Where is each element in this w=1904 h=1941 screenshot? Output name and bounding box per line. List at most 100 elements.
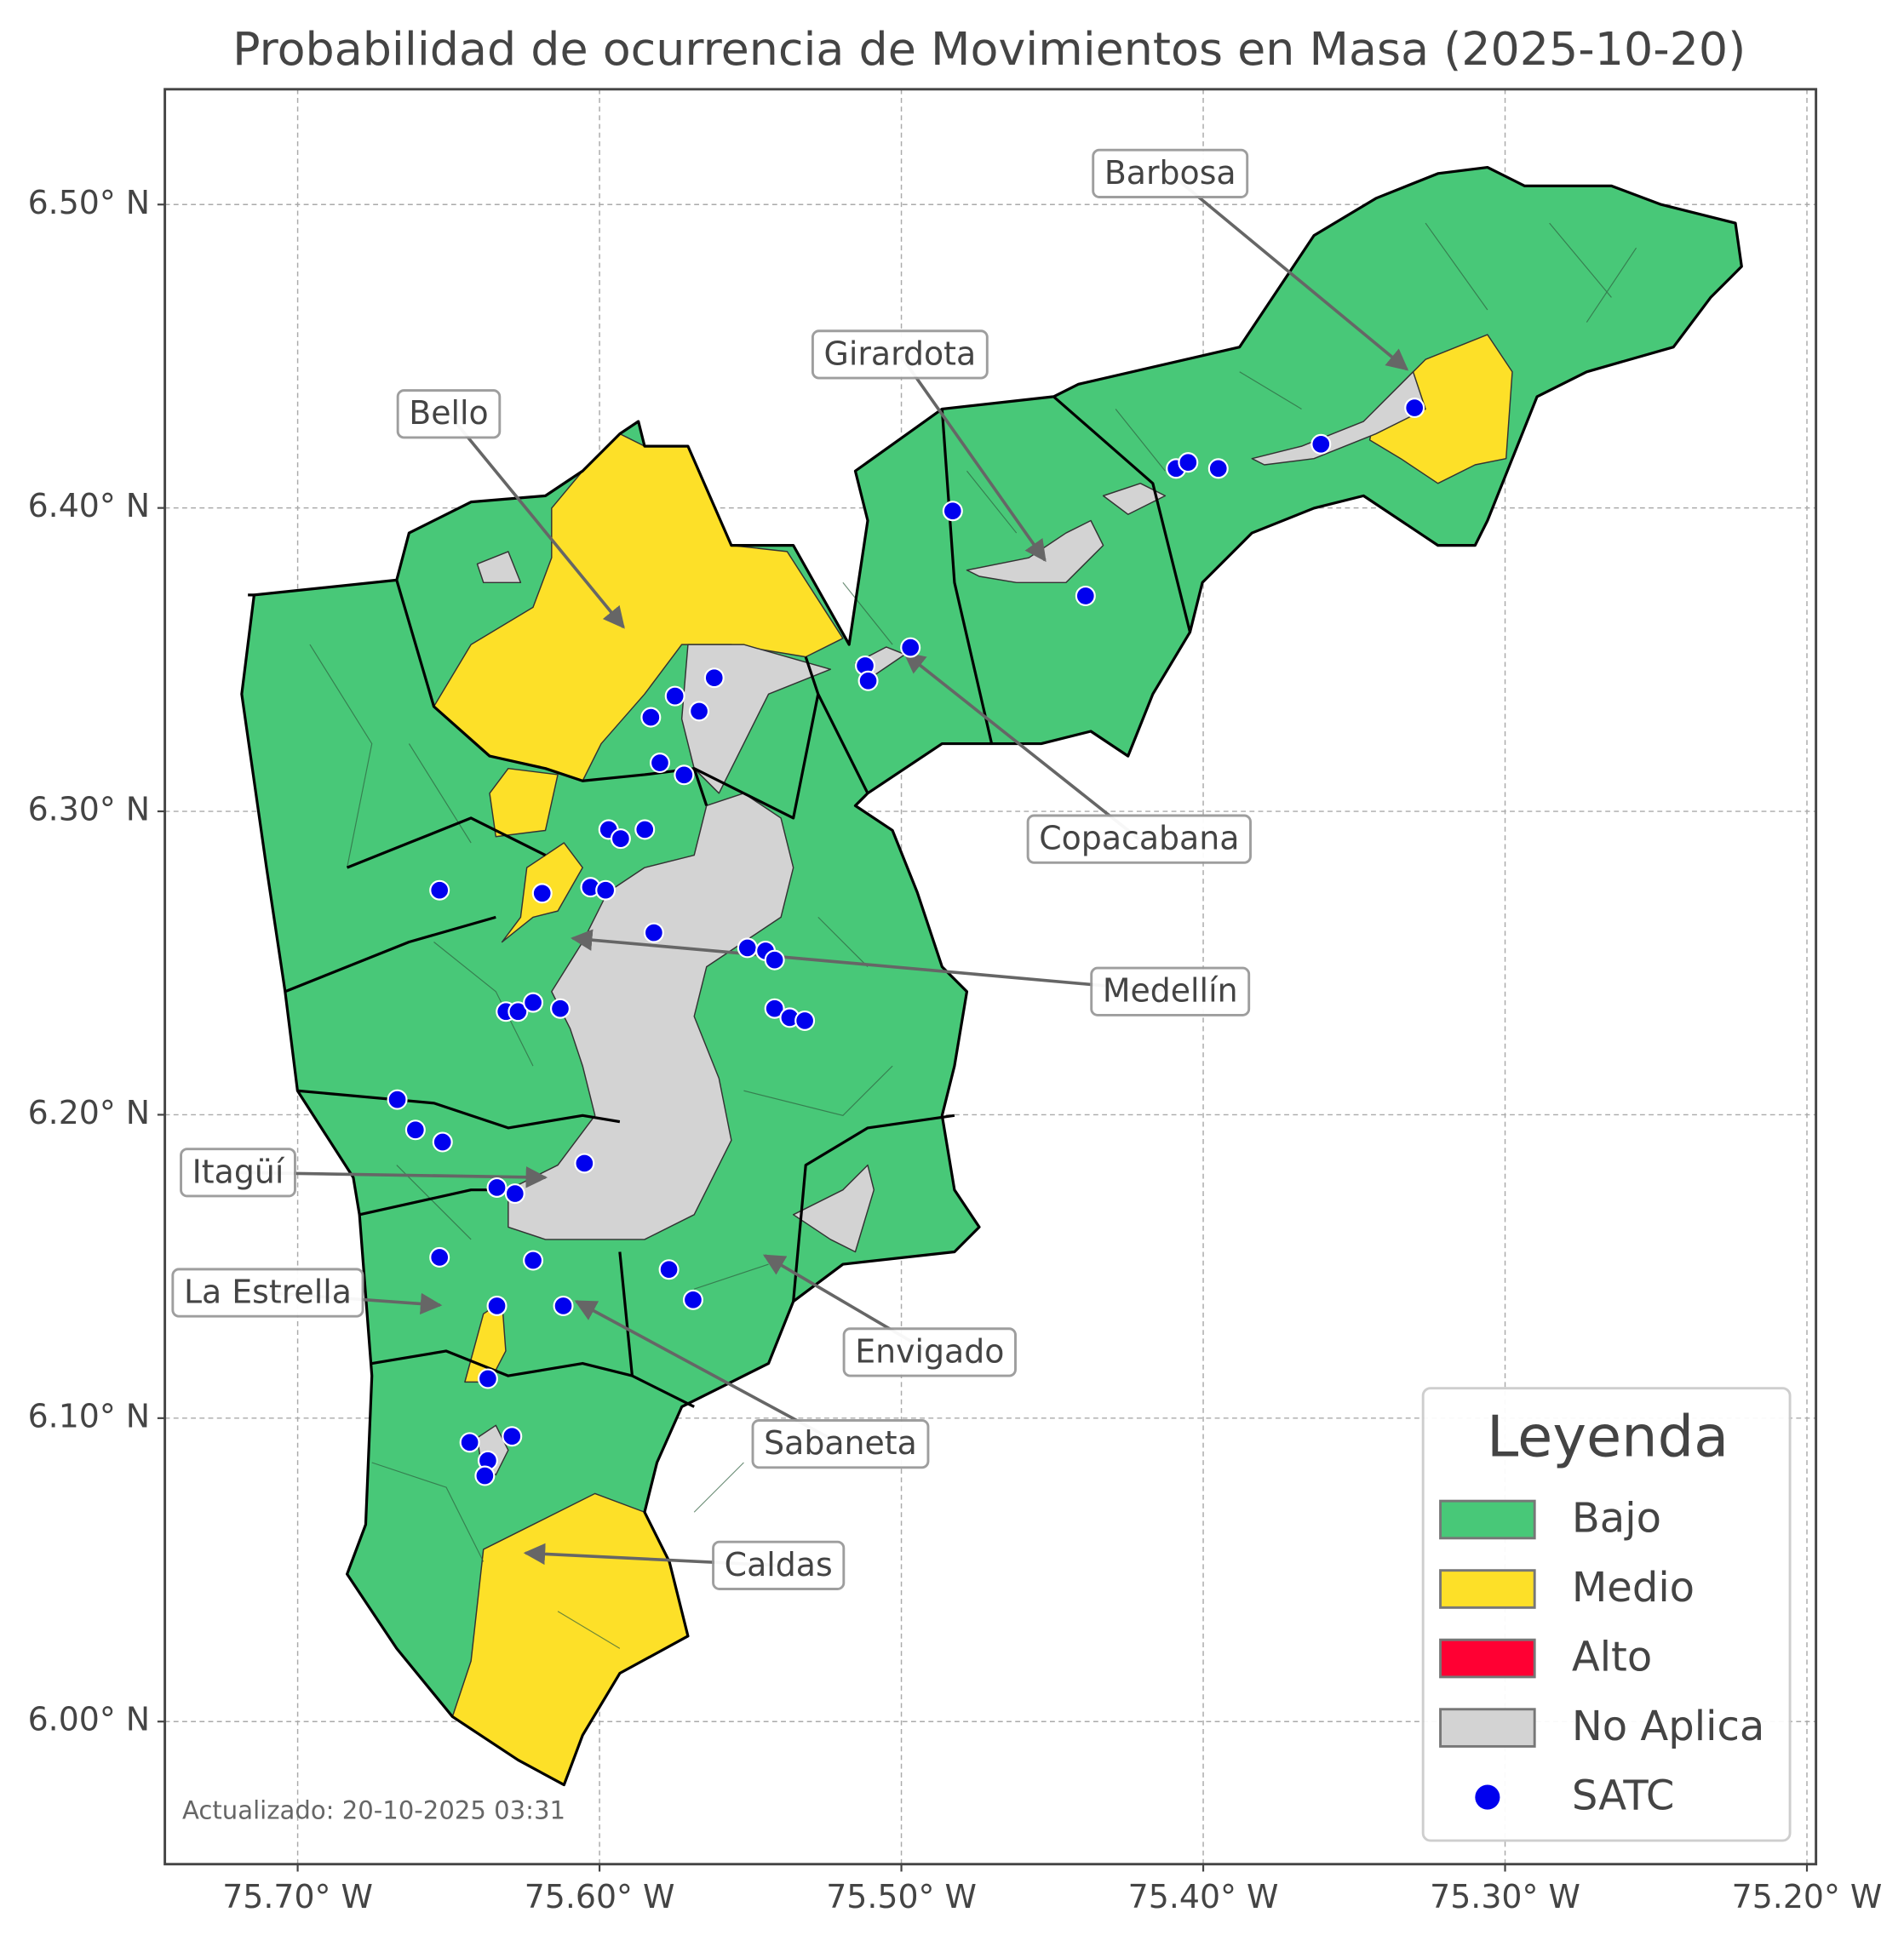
satc-point — [674, 764, 695, 786]
x-tick-label: 75.20° W — [1732, 1878, 1883, 1915]
annotation-box — [842, 1327, 1017, 1377]
municipal-boundary — [248, 395, 1192, 1408]
satc-point — [531, 883, 553, 904]
satc-point — [474, 1465, 496, 1486]
legend-swatch — [1439, 1499, 1536, 1540]
y-tick-label: 6.00° N — [28, 1701, 151, 1738]
annotation-box — [1092, 148, 1249, 198]
annotation-arrow — [447, 413, 625, 629]
satc-point — [682, 1289, 703, 1310]
satc-point — [1178, 452, 1199, 473]
annotation-box — [751, 1419, 930, 1469]
annotation-label: Bello — [409, 394, 488, 432]
satc-point — [664, 685, 685, 707]
annotation-box — [396, 389, 502, 439]
y-tick-label: 6.20° N — [28, 1094, 151, 1131]
satc-point — [502, 1426, 523, 1447]
satc-point — [387, 1089, 408, 1110]
chart-title: Probabilidad de ocurrencia de Movimiento… — [232, 22, 1746, 76]
annotation-arrow — [571, 929, 1171, 993]
annotation-label: Copacabana — [1039, 820, 1239, 857]
x-tick-label: 75.40° W — [1128, 1878, 1279, 1915]
legend-label: SATC — [1572, 1772, 1675, 1820]
satc-point — [523, 992, 544, 1013]
x-tick-label: 75.30° W — [1430, 1878, 1580, 1915]
y-tick-label: 6.40° N — [28, 487, 151, 524]
region-area — [792, 1164, 875, 1253]
satc-point — [764, 949, 785, 970]
satc-point — [643, 922, 664, 943]
satc-point — [523, 1250, 544, 1271]
annotation-label: Caldas — [725, 1546, 833, 1583]
x-tick-label: 75.50° W — [826, 1878, 977, 1915]
satc-point — [595, 879, 617, 901]
axis-ticks: 75.70° W 75.60° W 75.50° W 75.40° W 75.30° W… — [28, 184, 1883, 1915]
satc-point — [703, 667, 725, 689]
satc-point — [640, 707, 662, 728]
satc-points — [387, 398, 1425, 1486]
region-area — [1368, 334, 1513, 484]
satc-point — [432, 1131, 453, 1153]
annotation-arrow — [1169, 172, 1409, 371]
legend-label: No Aplica — [1572, 1703, 1764, 1750]
satc-point — [737, 937, 758, 959]
annotation-label: La Estrella — [184, 1273, 352, 1310]
annotation-box — [1090, 966, 1251, 1016]
satc-point — [574, 1153, 595, 1174]
region-area — [476, 551, 522, 584]
legend-title: Leyenda — [1487, 1403, 1729, 1469]
annotation-box — [1026, 814, 1252, 864]
legend-label: Medio — [1572, 1564, 1695, 1612]
legend-swatch — [1439, 1569, 1536, 1609]
y-tick-label: 6.30° N — [28, 791, 151, 828]
satc-point — [1207, 458, 1229, 479]
legend-swatch — [1439, 1638, 1536, 1679]
satc-point — [549, 998, 571, 1019]
annotation-box — [712, 1540, 846, 1590]
satc-point — [689, 701, 710, 722]
annotation-box — [811, 329, 989, 380]
satc-point — [857, 670, 879, 691]
satc-point — [429, 1246, 450, 1268]
legend: Leyenda Bajo Medio Alto No Aplica SATC — [1421, 1387, 1792, 1842]
satc-point — [658, 1259, 680, 1280]
y-tick-label: 6.50° N — [28, 184, 151, 221]
satc-point — [942, 501, 963, 522]
satc-point — [459, 1432, 480, 1453]
satc-point — [508, 1001, 529, 1022]
legend-label: Bajo — [1572, 1494, 1661, 1542]
sub-boundary — [309, 222, 1637, 1649]
legend-marker — [1475, 1784, 1500, 1810]
legend-label: Alto — [1572, 1633, 1652, 1680]
annotation-arrow — [903, 651, 1140, 841]
x-tick-label: 75.60° W — [525, 1878, 675, 1915]
annotation-box — [180, 1148, 296, 1198]
annotation-label: Sabaneta — [764, 1424, 917, 1462]
satc-point — [649, 753, 670, 774]
satc-point — [404, 1119, 426, 1141]
region-area — [1102, 483, 1167, 515]
satc-point — [1310, 433, 1332, 455]
annotation-label: Barbosa — [1104, 154, 1236, 192]
satc-point — [504, 1183, 525, 1205]
annotation-label: Girardota — [824, 335, 977, 372]
legend-swatch — [1439, 1708, 1536, 1748]
satc-point — [794, 1010, 816, 1031]
municipal-boundary — [240, 165, 1743, 1787]
x-tick-label: 75.70° W — [222, 1878, 373, 1915]
plot-frame — [163, 88, 1818, 1866]
region-area — [508, 793, 794, 1240]
annotation-arrow — [898, 353, 1047, 563]
annotation-label: Envigado — [855, 1332, 1004, 1370]
region-area — [1251, 371, 1426, 466]
update-note: Actualizado: 20-10-2025 03:31 — [182, 1796, 565, 1825]
satc-point — [477, 1368, 498, 1389]
satc-point — [900, 637, 921, 658]
satc-point — [486, 1177, 508, 1198]
satc-point — [429, 879, 450, 901]
satc-point — [610, 828, 631, 850]
satc-point — [553, 1295, 574, 1316]
annotation-label: Itagüí — [192, 1153, 285, 1190]
